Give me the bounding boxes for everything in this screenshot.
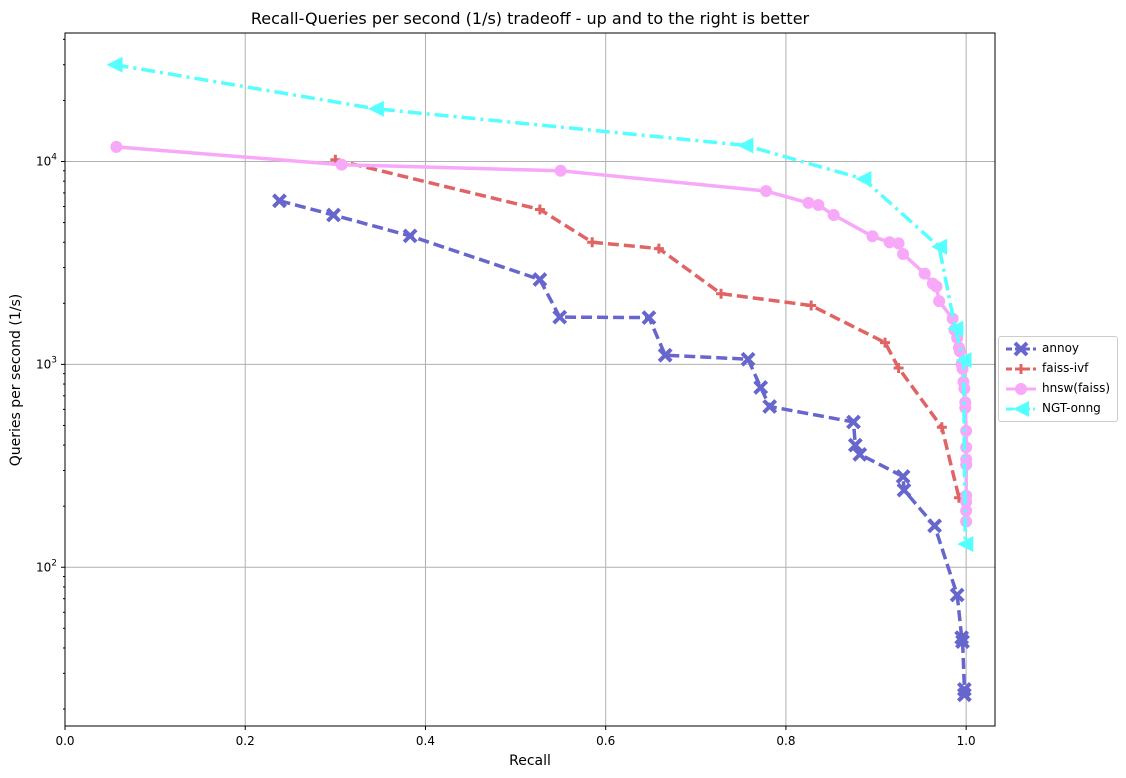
data-point-annoy bbox=[552, 309, 568, 325]
legend-label-ngt-onng: NGT-onng bbox=[1042, 401, 1101, 415]
legend-swatch-hnsw-faiss bbox=[1006, 383, 1036, 395]
series-line-faiss-ivf bbox=[334, 158, 961, 499]
data-point-ngt-onng bbox=[955, 352, 972, 369]
data-point-hnsw-faiss bbox=[960, 424, 973, 437]
x-tick-label: 0.8 bbox=[776, 734, 795, 748]
legend-swatch-ngt-onng bbox=[1006, 401, 1036, 417]
x-axis-label: Recall bbox=[509, 753, 551, 769]
data-point-annoy bbox=[753, 379, 769, 395]
legend-item-hnsw-faiss: hnsw(faiss) bbox=[999, 380, 1119, 398]
legend-swatch-annoy bbox=[1006, 341, 1036, 357]
legend-label-annoy: annoy bbox=[1042, 341, 1080, 355]
legend-marker bbox=[1013, 401, 1029, 417]
legend-item-faiss-ivf: faiss-ivf bbox=[999, 360, 1119, 378]
plot-frame bbox=[64, 32, 996, 727]
data-point-faiss-ivf bbox=[716, 288, 727, 299]
x-tick-label: 0.4 bbox=[416, 734, 435, 748]
data-point-annoy bbox=[954, 630, 970, 646]
data-point-annoy bbox=[402, 228, 418, 244]
data-point-annoy bbox=[896, 482, 912, 498]
data-point-annoy bbox=[272, 193, 287, 209]
y-tick-label: 104 bbox=[36, 153, 57, 169]
data-point-faiss-ivf bbox=[880, 337, 891, 348]
series-ngt-onng bbox=[106, 56, 974, 553]
legend-marker bbox=[1016, 364, 1026, 374]
x-tick-label: 1.0 bbox=[957, 734, 976, 748]
data-point-hnsw-faiss bbox=[335, 158, 348, 171]
data-point-annoy bbox=[949, 587, 965, 603]
data-point-faiss-ivf bbox=[936, 422, 947, 433]
x-tick-label: 0.0 bbox=[55, 734, 74, 748]
x-axis-ticks: 0.0 0.2 0.4 0.6 0.8 1.0 bbox=[55, 726, 976, 748]
data-point-annoy bbox=[956, 687, 972, 703]
legend-label-hnsw-faiss: hnsw(faiss) bbox=[1042, 381, 1111, 395]
data-point-hnsw-faiss bbox=[827, 208, 840, 221]
series-faiss-ivf bbox=[330, 154, 964, 503]
data-point-hnsw-faiss bbox=[897, 248, 910, 261]
data-point-annoy bbox=[641, 310, 657, 326]
data-point-annoy bbox=[532, 272, 548, 287]
y-tick-label: 102 bbox=[36, 558, 57, 574]
data-point-annoy bbox=[740, 351, 756, 367]
data-point-faiss-ivf bbox=[893, 362, 904, 373]
data-point-ngt-onng bbox=[737, 137, 754, 154]
data-point-hnsw-faiss bbox=[918, 267, 931, 280]
data-point-hnsw-faiss bbox=[802, 196, 815, 209]
data-point-hnsw-faiss bbox=[953, 345, 966, 358]
data-point-faiss-ivf bbox=[653, 243, 664, 254]
data-point-hnsw-faiss bbox=[554, 164, 567, 177]
data-point-annoy bbox=[326, 207, 341, 223]
data-point-faiss-ivf bbox=[806, 300, 817, 311]
legend-item-annoy: annoy bbox=[999, 340, 1119, 358]
data-point-ngt-onng bbox=[367, 100, 384, 117]
data-point-hnsw-faiss bbox=[933, 295, 946, 308]
data-point-hnsw-faiss bbox=[110, 140, 123, 153]
legend-marker bbox=[1015, 383, 1027, 395]
data-point-annoy bbox=[927, 518, 943, 534]
data-point-ngt-onng bbox=[855, 170, 872, 187]
x-tick-label: 0.6 bbox=[596, 734, 615, 748]
data-point-hnsw-faiss bbox=[866, 230, 879, 243]
data-point-hnsw-faiss bbox=[892, 237, 905, 250]
y-tick-label: 103 bbox=[36, 355, 57, 371]
data-point-hnsw-faiss bbox=[960, 441, 973, 454]
data-point-annoy bbox=[846, 414, 861, 430]
data-point-ngt-onng bbox=[106, 56, 123, 73]
data-point-hnsw-faiss bbox=[760, 185, 773, 198]
data-point-hnsw-faiss bbox=[812, 199, 825, 212]
series-annoy bbox=[272, 193, 972, 703]
data-point-annoy bbox=[657, 347, 673, 363]
legend-swatch-faiss-ivf bbox=[1006, 364, 1036, 374]
series-layer bbox=[106, 56, 974, 703]
data-point-annoy bbox=[762, 399, 778, 414]
legend-item-ngt-onng: NGT-onng bbox=[999, 400, 1119, 418]
data-point-annoy bbox=[895, 469, 911, 484]
x-tick-label: 0.2 bbox=[236, 734, 255, 748]
data-point-annoy bbox=[847, 437, 863, 453]
data-point-annoy bbox=[955, 634, 970, 650]
data-point-ngt-onng bbox=[957, 536, 974, 553]
data-point-hnsw-faiss bbox=[883, 236, 896, 249]
data-point-faiss-ivf bbox=[587, 237, 598, 248]
legend-marker bbox=[1013, 341, 1029, 357]
chart-title: Recall-Queries per second (1/s) tradeoff… bbox=[251, 9, 810, 28]
data-point-ngt-onng bbox=[947, 320, 964, 337]
y-axis-ticks: 102 103 104 bbox=[36, 38, 65, 710]
data-point-faiss-ivf bbox=[534, 204, 545, 215]
legend-label-faiss-ivf: faiss-ivf bbox=[1042, 361, 1089, 375]
data-point-annoy bbox=[852, 446, 868, 462]
legend: annoy faiss-ivf hnsw(faiss) NGT-onng bbox=[998, 336, 1118, 422]
y-axis-label: Queries per second (1/s) bbox=[8, 294, 24, 466]
data-point-hnsw-faiss bbox=[930, 280, 943, 293]
data-point-ngt-onng bbox=[931, 238, 948, 255]
series-line-ngt-onng bbox=[114, 62, 968, 545]
